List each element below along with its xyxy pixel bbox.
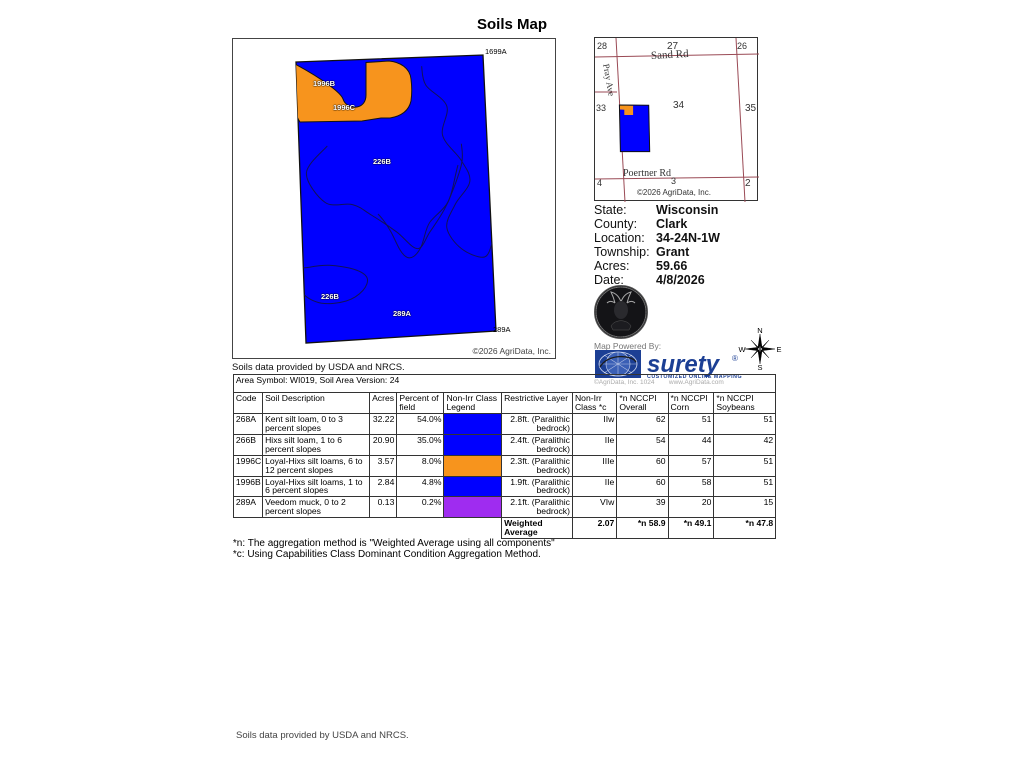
svg-text:W: W (738, 345, 746, 354)
svg-text:S: S (757, 363, 762, 372)
svg-text:E: E (776, 345, 781, 354)
svg-text:N: N (757, 326, 762, 335)
